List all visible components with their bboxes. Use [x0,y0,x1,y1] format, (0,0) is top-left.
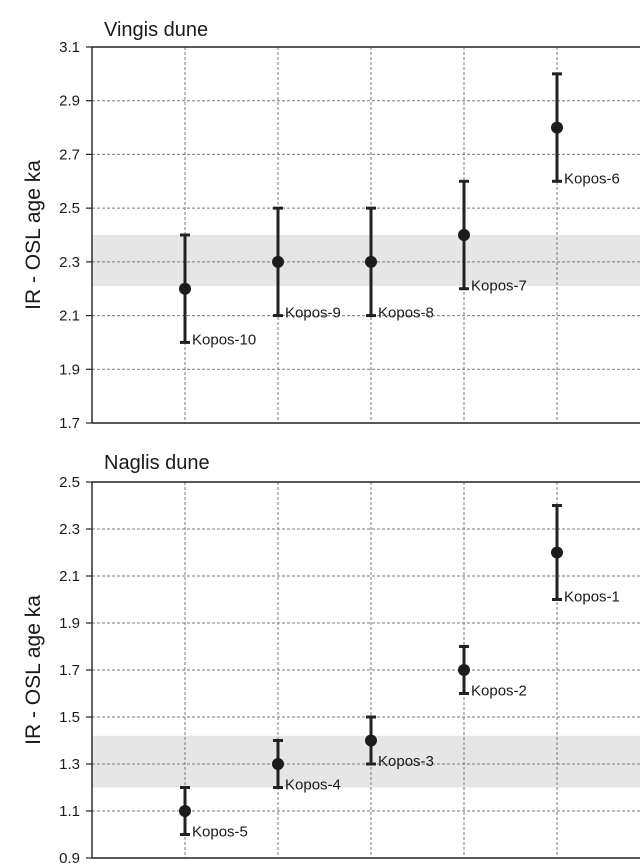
data-point [365,734,377,747]
y-tick-label: 1.9 [59,361,80,378]
panel-1: 1.7 1.9 2.1 2.3 2.5 2.7 2.9 3.1 Vingis dune IR - … [22,19,640,432]
data-point [458,664,470,676]
point-label: Kopos-10 [192,331,256,348]
y-tick-label: 1.7 [59,662,80,679]
y-tick-label: 1.1 [59,803,80,820]
data-point [179,282,191,295]
y-axis-label: IR - OSL age ka [22,160,45,310]
y-tick-label: 0.9 [59,850,80,863]
data-point [272,758,284,770]
y-tick-label: 1.9 [59,615,80,632]
y-tick-label: 2.3 [59,521,80,538]
data-point [458,229,470,241]
y-tick-label: 2.1 [59,308,80,325]
y-axis-label: IR - OSL age ka [22,595,45,745]
point-label: Kopos-2 [471,683,527,700]
point-label: Kopos-9 [285,305,341,322]
point-label: Kopos-3 [378,753,434,770]
y-tick-label: 3.1 [59,39,80,56]
y-tick-label: 1.7 [59,415,80,432]
data-point [179,805,191,817]
point-label: Kopos-6 [564,170,620,187]
point-label: Kopos-1 [564,589,620,606]
data-point [365,255,377,268]
panel-2: 0.9 1.1 1.3 1.5 1.7 1.9 2.1 2.3 2.5 Naglis dune IR… [22,452,640,863]
y-tick-label: 2.3 [59,254,80,271]
y-tick-label: 2.5 [59,200,80,217]
data-point [272,255,284,268]
data-point [551,121,563,134]
data-point [551,546,563,559]
y-tick-label: 1.3 [59,756,80,773]
point-label: Kopos-5 [192,824,248,841]
y-tick-label: 2.5 [59,474,80,491]
y-tick-label: 2.1 [59,568,80,585]
y-tick-label: 1.5 [59,709,80,726]
point-label: Kopos-7 [471,278,527,295]
age-range-band [92,735,640,788]
panel-title: Vingis dune [104,19,208,41]
y-tick-label: 2.7 [59,146,80,163]
y-tick-label: 2.9 [59,93,80,110]
panel-title: Naglis dune [104,452,210,474]
point-label: Kopos-4 [285,777,341,794]
point-label: Kopos-8 [378,305,434,322]
